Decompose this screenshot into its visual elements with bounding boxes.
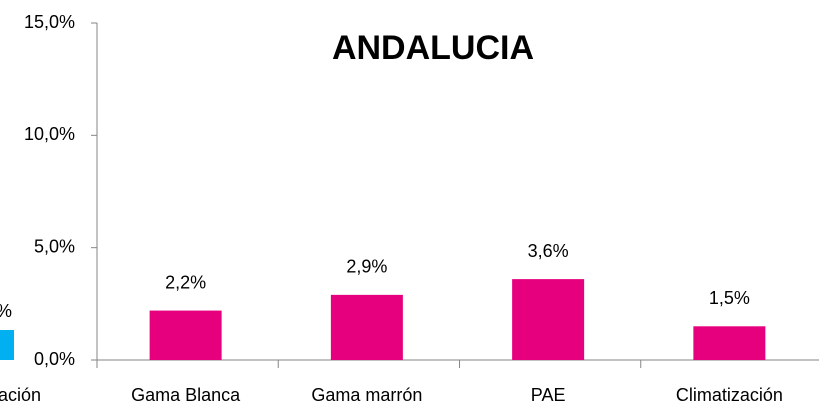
value-label: 2,2% [165, 272, 206, 292]
clipped-label: % [0, 301, 12, 321]
y-tick-label: 10,0% [24, 124, 75, 144]
y-tick-label: 0,0% [34, 349, 75, 369]
x-tick-label: Gama marrón [311, 385, 422, 405]
bar [330, 294, 403, 360]
bar [149, 310, 222, 360]
chart-title: ANDALUCIA [332, 29, 534, 67]
value-label: 2,9% [346, 257, 387, 277]
x-tick-label: PAE [531, 385, 566, 405]
bar [693, 326, 766, 360]
x-tick-label: Gama Blanca [131, 385, 241, 405]
y-tick-label: 5,0% [34, 236, 75, 256]
y-tick-label: 15,0% [24, 12, 75, 32]
value-label: 1,5% [709, 288, 750, 308]
value-label: 3,6% [528, 241, 569, 261]
clipped-label: ación [0, 385, 41, 405]
x-tick-label: Climatización [676, 385, 783, 405]
bar [512, 279, 585, 360]
clipped-bar [0, 330, 14, 360]
